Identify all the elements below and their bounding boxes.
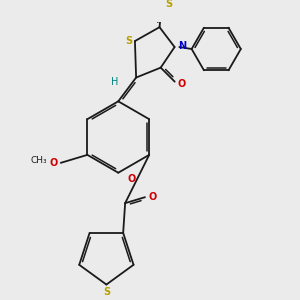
Text: H: H xyxy=(111,76,118,86)
Text: O: O xyxy=(50,158,58,168)
Text: CH₃: CH₃ xyxy=(31,156,47,165)
Text: O: O xyxy=(149,192,157,202)
Text: N: N xyxy=(178,41,186,51)
Text: O: O xyxy=(127,174,135,184)
Text: S: S xyxy=(103,287,110,297)
Text: S: S xyxy=(165,0,172,8)
Text: O: O xyxy=(178,79,186,88)
Text: S: S xyxy=(125,36,133,46)
